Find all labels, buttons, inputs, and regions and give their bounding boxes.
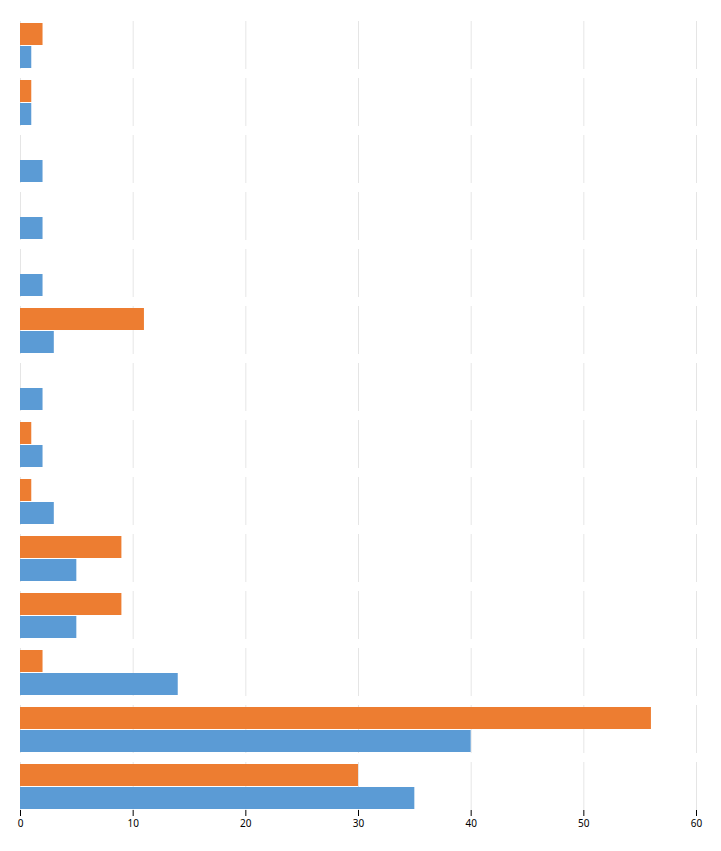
svg-text:30: 30 <box>353 816 365 830</box>
svg-text:20: 20 <box>240 816 252 830</box>
svg-text:10: 10 <box>127 816 139 830</box>
svg-text:60: 60 <box>691 816 703 830</box>
svg-text:0: 0 <box>18 816 24 830</box>
svg-text:40: 40 <box>465 816 477 830</box>
svg-text:50: 50 <box>578 816 590 830</box>
